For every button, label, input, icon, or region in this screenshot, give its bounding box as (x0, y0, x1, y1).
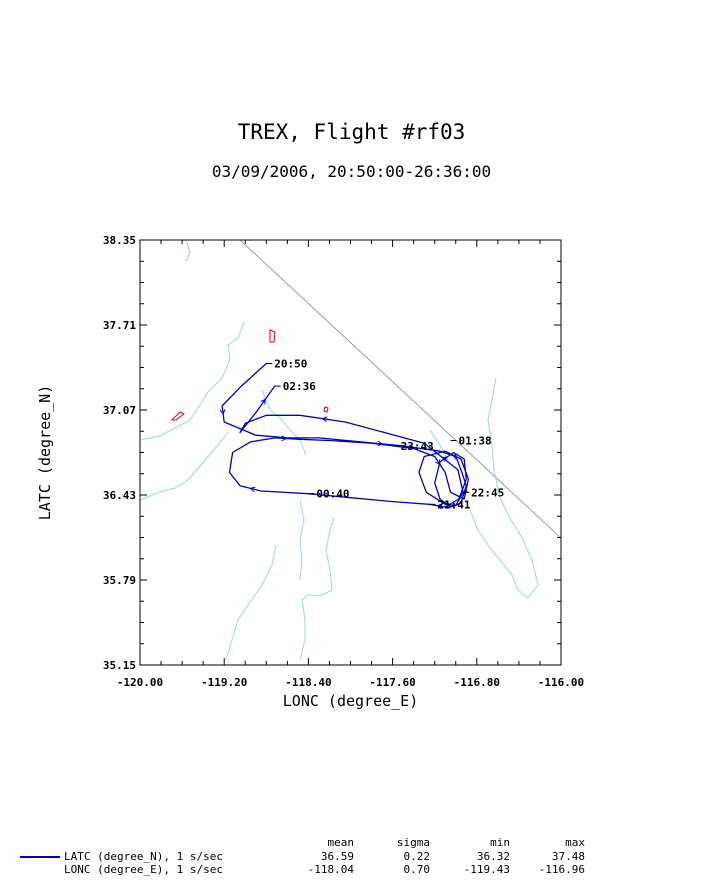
legend-header-mean: mean (327, 836, 355, 849)
legend-label-lonc: LONC (degree_E), 1 s/sec (64, 863, 223, 876)
x-tick-label: -116.80 (454, 676, 500, 689)
time-labels: 20:50 02:36 23:43 01:38 22:45 00:40 21:41 (266, 358, 504, 511)
river-0 (185, 239, 191, 263)
legend-header-sigma: sigma (396, 836, 430, 849)
direction-arrow (377, 440, 384, 447)
river-6 (261, 389, 307, 456)
direction-arrow (219, 409, 226, 416)
axis-labels: -120.00 -119.20 -118.40 -117.60 -116.80 -116.… (36, 234, 584, 710)
river-3 (225, 544, 277, 661)
latc-min: 36.32 (476, 850, 510, 863)
x-axis-label: LONC (degree_E) (283, 692, 418, 710)
lonc-min: -119.43 (463, 863, 510, 876)
direction-arrow (260, 398, 266, 405)
lonc-max: -116.96 (538, 863, 585, 876)
time-label: 01:38 (458, 435, 491, 448)
time-label: 21:41 (437, 498, 470, 511)
x-tick-label: -120.00 (117, 676, 163, 689)
y-tick-label: 35.79 (103, 574, 136, 587)
lonc-sigma: 0.70 (403, 863, 431, 876)
x-tick-label: -116.00 (538, 676, 584, 689)
latc-mean: 36.59 (320, 850, 354, 863)
x-tick-label: -119.20 (201, 676, 247, 689)
direction-arrow (281, 435, 288, 442)
y-axis-label: LATC (degree_N) (36, 385, 54, 520)
river-7 (469, 377, 539, 599)
plot-frame (139, 239, 562, 666)
river-4 (299, 517, 335, 661)
legend-header-max: max (565, 836, 585, 849)
background-map (139, 239, 562, 661)
y-tick-label: 37.07 (103, 404, 136, 417)
direction-arrow (445, 501, 452, 508)
direction-arrow (441, 456, 448, 462)
state-boundary-line (239, 239, 562, 539)
lake-outline (170, 411, 185, 421)
x-tick-label: -118.40 (285, 676, 331, 689)
flight-track-line (221, 363, 470, 508)
y-tick-label: 36.43 (103, 489, 136, 502)
y-tick-label: 37.71 (103, 319, 136, 332)
direction-arrow (321, 416, 328, 423)
river-2 (139, 431, 229, 501)
direction-arrow (436, 503, 443, 510)
river-5 (299, 499, 305, 581)
latc-sigma: 0.22 (403, 850, 431, 863)
lonc-mean: -118.04 (307, 863, 354, 876)
river-8 (429, 429, 449, 461)
legend-label-latc: LATC (degree_N), 1 s/sec (64, 850, 223, 863)
lake-outline (323, 406, 329, 413)
legend-header-min: min (490, 836, 510, 849)
river-1 (139, 321, 245, 441)
direction-arrow (452, 454, 459, 460)
legend-swatch-latc (20, 856, 60, 858)
chart-title: TREX, Flight #rf03 (237, 120, 466, 144)
axis-ticks (139, 239, 562, 666)
direction-arrow (249, 486, 256, 493)
chart-subtitle: 03/09/2006, 20:50:00-26:36:00 (211, 162, 492, 181)
time-label: 20:50 (274, 358, 307, 371)
time-label: 22:45 (471, 486, 504, 499)
x-tick-label: -117.60 (369, 676, 415, 689)
y-tick-label: 38.35 (103, 234, 136, 247)
time-label: 02:36 (283, 380, 316, 393)
lake-outline (269, 329, 276, 343)
latc-max: 37.48 (551, 850, 585, 863)
y-tick-label: 35.15 (103, 659, 136, 672)
time-label: 23:43 (401, 440, 434, 453)
direction-arrow (435, 459, 441, 466)
time-label: 00:40 (316, 488, 349, 501)
flight-track (219, 363, 470, 510)
